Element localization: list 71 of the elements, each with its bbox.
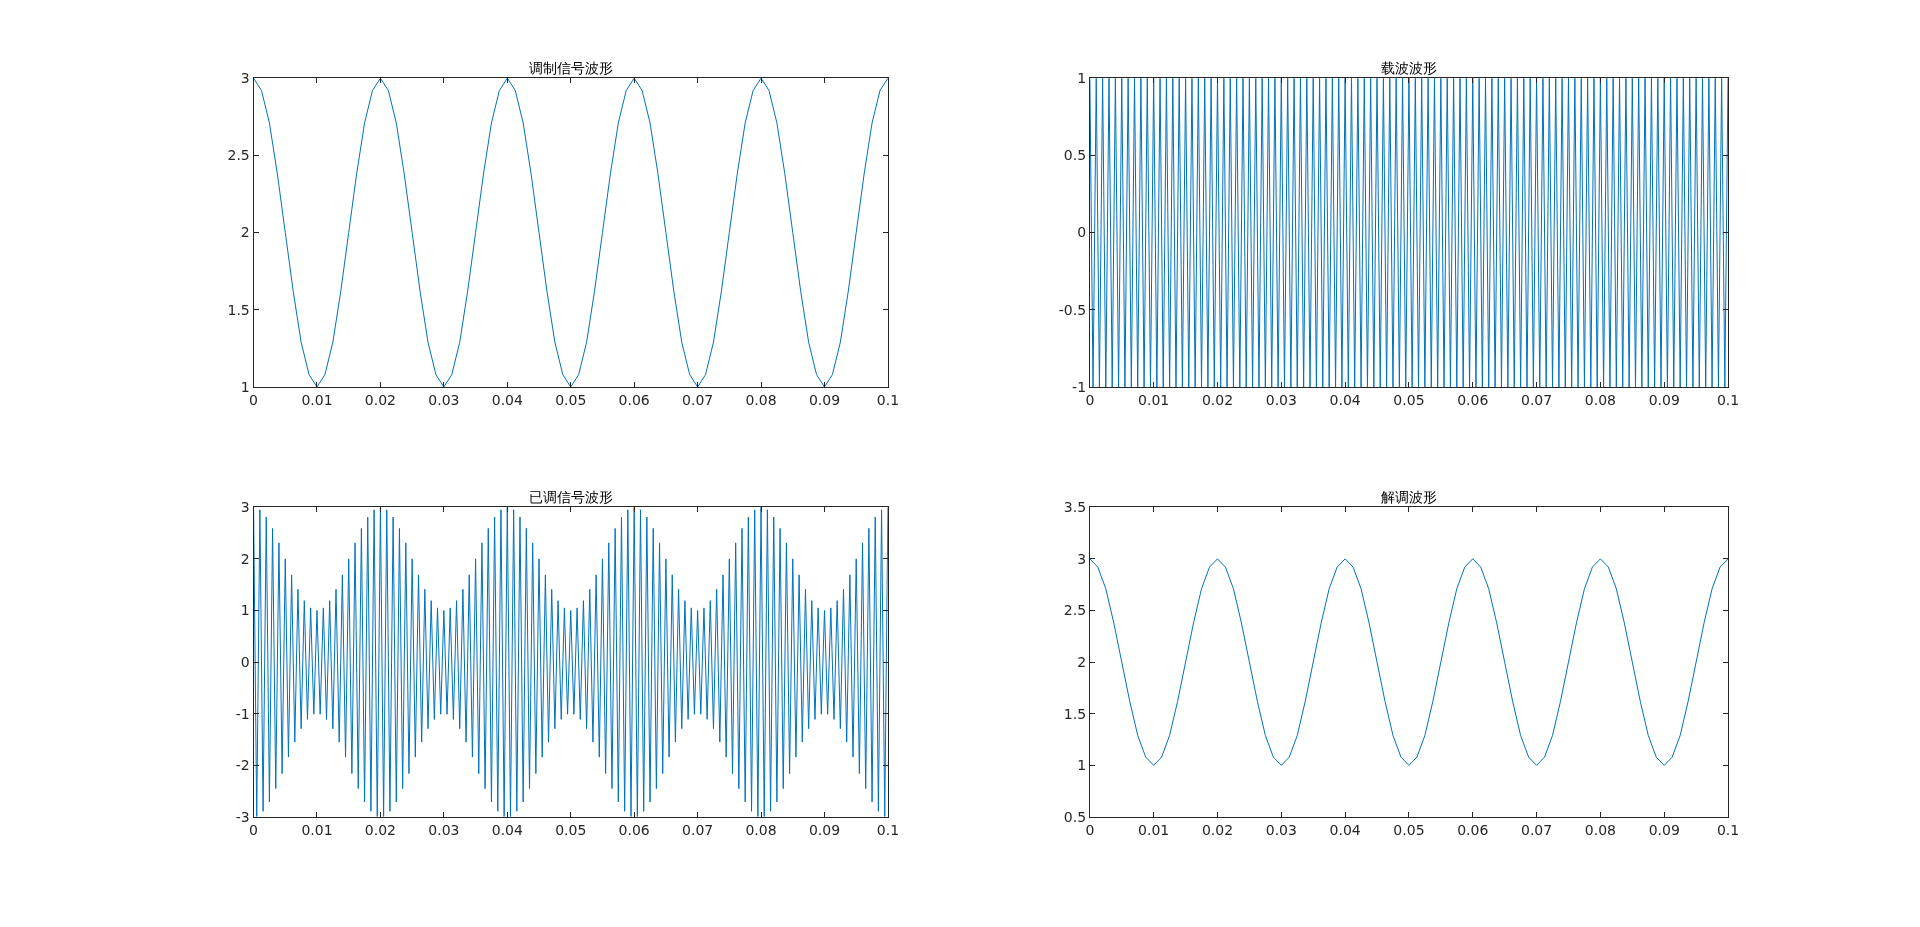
x-tick-label: 0.02 [1201,391,1234,408]
x-tick-label: 0.1 [1716,821,1740,838]
x-tick-label: 0.01 [1138,391,1170,408]
y-tick-label: -1 [235,705,250,722]
y-tick-label: -1 [1072,378,1087,395]
y-tick-label: -0.5 [1058,301,1087,318]
y-tick-label: 3 [1077,550,1087,567]
x-tick-label: 0.03 [428,821,460,838]
x-tick-label: 0.05 [1393,391,1425,408]
x-tick-label: 0.08 [1584,821,1616,838]
x-tick-label: 0.09 [808,391,841,408]
y-tick-label: 1 [240,602,250,619]
x-tick-label: 0.01 [301,821,333,838]
y-tick-label: 0.5 [1063,808,1087,825]
y-tick-label: 2.5 [227,147,250,164]
x-tick-label: 0.07 [682,391,714,408]
x-tick-label: 0.02 [364,391,397,408]
chart-title: 调制信号波形 [529,60,613,76]
y-tick-label: 1.5 [1063,705,1087,722]
y-tick-label: 0 [1077,224,1087,241]
y-tick-label: 0.5 [1063,147,1087,164]
y-tick-label: 2 [240,550,250,567]
x-tick-label: 0.05 [555,391,587,408]
x-tick-label: 0.1 [1716,391,1740,408]
x-tick-label: 0.04 [491,821,523,838]
x-tick-label: 0.01 [1138,821,1170,838]
x-tick-label: 0.09 [1648,391,1680,408]
y-tick-label: 1 [1077,70,1087,87]
chart-title: 载波波形 [1381,60,1437,76]
x-tick-label: 0.07 [1520,821,1553,838]
x-tick-label: 0.08 [745,821,777,838]
x-tick-label: 0.01 [301,391,333,408]
x-tick-label: 0.08 [1584,391,1616,408]
x-tick-label: 0.07 [1520,391,1553,408]
y-tick-label: 2.5 [1063,602,1087,619]
x-tick-label: 0.04 [1329,821,1361,838]
y-tick-label: 1 [240,378,250,395]
y-tick-label: 0 [240,654,250,670]
line-series [253,78,888,387]
x-tick-label: 0.1 [876,391,900,408]
x-tick-label: 0.05 [1393,821,1425,838]
y-tick-label: 2 [1077,654,1087,670]
x-tick-label: 0.06 [618,821,650,838]
line-series [1089,558,1729,766]
x-tick-label: 0.03 [1265,391,1297,408]
chart-title: 解调波形 [1381,489,1437,505]
x-tick-label: 0.04 [1329,391,1361,408]
x-tick-label: 0.09 [1648,821,1680,838]
chart-title: 已调信号波形 [529,489,613,505]
x-tick-label: 0.04 [491,391,523,408]
y-tick-label: 2 [240,224,250,241]
y-tick-label: 3.5 [1063,499,1087,516]
x-tick-label: 0.1 [876,821,900,838]
line-series [253,507,888,817]
x-tick-label: 0.06 [618,391,650,408]
y-tick-label: 3 [240,70,250,87]
y-tick-label: 1 [1077,757,1087,774]
y-tick-label: 1.5 [227,301,250,318]
x-tick-label: 0.05 [555,821,587,838]
x-tick-label: 0.06 [1457,391,1489,408]
y-tick-label: -3 [235,808,250,825]
y-tick-label: 3 [240,499,250,516]
x-tick-label: 0.08 [745,391,777,408]
x-tick-label: 0.06 [1457,821,1489,838]
x-tick-label: 0.02 [1201,821,1234,838]
x-tick-label: 0.07 [682,821,714,838]
x-tick-label: 0.09 [808,821,841,838]
y-tick-label: -2 [235,757,250,774]
x-tick-label: 0.02 [364,821,397,838]
x-tick-label: 0.03 [428,391,460,408]
x-tick-label: 0.03 [1265,821,1297,838]
